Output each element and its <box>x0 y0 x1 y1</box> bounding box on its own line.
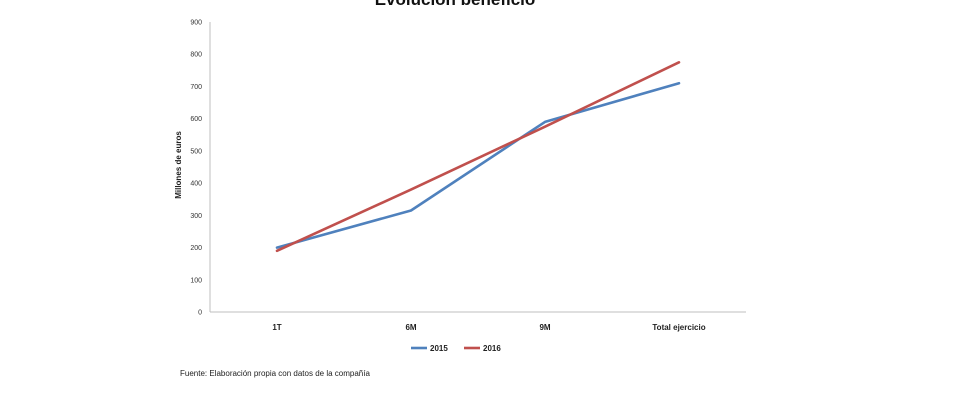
y-tick-label: 100 <box>190 277 202 284</box>
series-line-2015 <box>275 81 681 249</box>
chart-title: Evolución beneficio <box>375 0 536 9</box>
y-tick-label: 600 <box>190 116 202 123</box>
legend-label-2015: 2015 <box>430 344 448 353</box>
y-tick-label: 0 <box>198 310 202 317</box>
y-axis-label: Millones de euros <box>174 131 183 199</box>
y-tick-label: 800 <box>190 52 202 59</box>
x-ticks: 1T 6M 9M Total ejercicio <box>272 323 705 332</box>
series-line-2016 <box>275 60 681 253</box>
x-tick-label: 1T <box>272 323 281 332</box>
series-lines <box>275 60 681 253</box>
y-tick-label: 900 <box>190 20 202 27</box>
legend-label-2016: 2016 <box>483 344 501 353</box>
y-tick-label: 200 <box>190 245 202 252</box>
y-tick-label: 500 <box>190 148 202 155</box>
y-tick-label: 300 <box>190 213 202 220</box>
x-tick-label: 6M <box>405 323 416 332</box>
x-tick-label: Total ejercicio <box>652 323 705 332</box>
y-tick-label: 700 <box>190 84 202 91</box>
y-tick-label: 400 <box>190 181 202 188</box>
source-note: Fuente: Elaboración propia con datos de … <box>180 369 370 378</box>
x-tick-label: 9M <box>539 323 550 332</box>
legend: 2015 2016 <box>411 344 501 353</box>
y-ticks: 0 100 200 300 400 500 600 700 800 900 <box>190 20 202 317</box>
